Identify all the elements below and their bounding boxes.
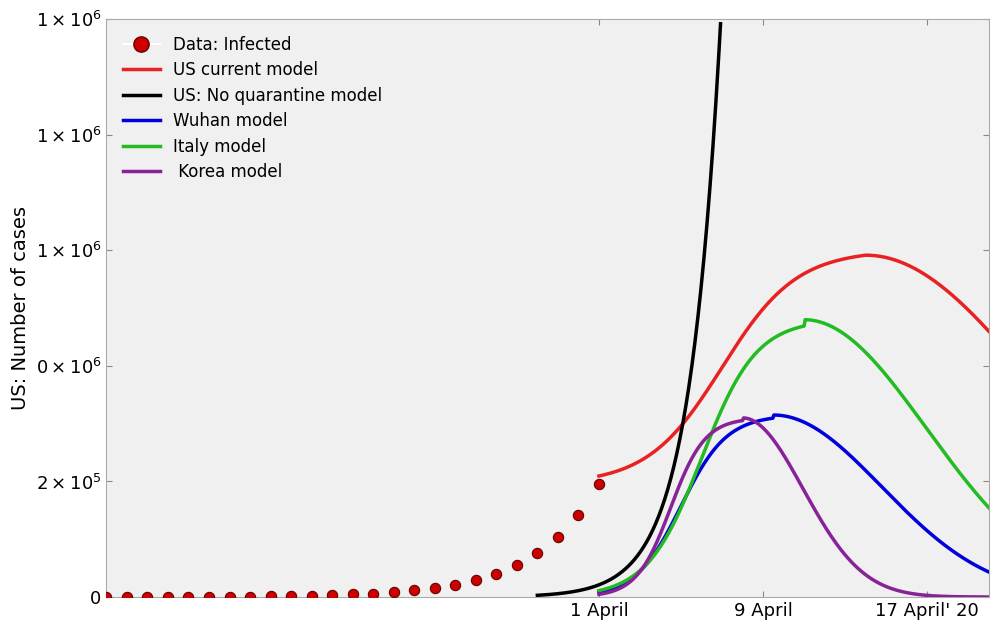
Y-axis label: US: Number of cases: US: Number of cases <box>11 206 30 410</box>
Point <box>386 587 402 598</box>
Point <box>201 592 217 602</box>
Point <box>222 592 238 602</box>
Point <box>570 510 586 520</box>
Point <box>180 592 196 602</box>
Point <box>447 580 463 590</box>
Point <box>529 548 545 558</box>
Point <box>304 591 320 601</box>
Point <box>406 586 422 596</box>
Point <box>591 480 607 490</box>
Point <box>139 592 155 602</box>
Point <box>550 532 566 542</box>
Point <box>509 560 525 570</box>
Point <box>427 583 443 593</box>
Point <box>242 591 258 601</box>
Point <box>98 592 114 602</box>
Point <box>263 591 279 601</box>
Point <box>468 575 484 585</box>
Point <box>488 569 504 579</box>
Point <box>345 589 361 599</box>
Point <box>365 589 381 599</box>
Point <box>160 592 176 602</box>
Legend: Data: Infected, US current model, US: No quarantine model, Wuhan model, Italy mo: Data: Infected, US current model, US: No… <box>115 28 390 190</box>
Point <box>283 591 299 601</box>
Point <box>119 592 135 602</box>
Point <box>324 590 340 600</box>
